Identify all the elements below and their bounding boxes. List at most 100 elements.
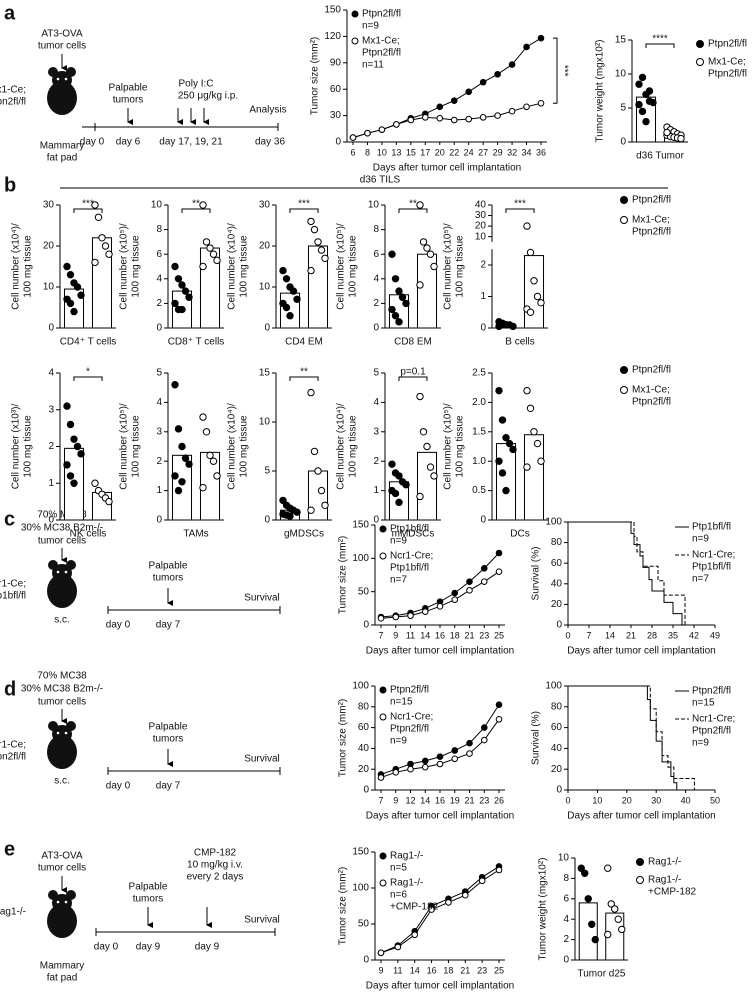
point — [388, 305, 396, 314]
x-tick-label: mMDSCs — [392, 529, 435, 540]
legend-marker — [696, 40, 704, 48]
x-tick-label: 30 — [651, 795, 661, 805]
point — [202, 428, 211, 436]
point — [526, 248, 535, 257]
y-tick-label: 150 — [352, 520, 369, 531]
legend-marker — [379, 879, 387, 887]
point — [199, 483, 207, 492]
endpoint: Survival — [244, 754, 280, 765]
legend-label: Rag1-/- — [390, 878, 423, 889]
x-tick-label: 23 — [479, 630, 489, 640]
point — [523, 386, 531, 395]
y-tick-label: 0 — [620, 137, 626, 148]
y-tick-label: 20 — [551, 599, 563, 610]
x-axis-label: Days after tumor cell implantation — [373, 163, 521, 174]
y-tick-label: 0 — [363, 620, 369, 631]
point — [91, 479, 99, 487]
point — [421, 763, 429, 771]
point — [426, 463, 435, 471]
y-tick-label: 30 — [330, 110, 342, 121]
y-tick-label: 60 — [551, 558, 563, 569]
legend-label: +CMP-182 — [390, 902, 439, 913]
point — [422, 114, 429, 121]
y-axis-label: 100 mg tissue — [455, 415, 466, 478]
point — [645, 87, 654, 95]
y-tick-label: 60 — [330, 84, 342, 95]
significance-bracket — [73, 376, 103, 381]
x-axis-label: Days after tumor cell implantation — [366, 811, 514, 822]
significance: ** — [409, 199, 417, 210]
y-tick-label: 20 — [358, 764, 370, 775]
bar — [523, 255, 545, 329]
point — [209, 457, 218, 465]
x-tick-label: 11 — [406, 630, 415, 640]
y-tick-label: 10 — [558, 853, 570, 864]
point — [364, 129, 371, 137]
legend-label: Mx1-Ce; — [632, 385, 670, 396]
x-tick-label: 12 — [405, 795, 415, 805]
y-tick-label: 0 — [480, 515, 486, 526]
x-tick-label: 18 — [450, 630, 460, 640]
bar — [307, 245, 329, 329]
legend-label: n=9 — [390, 536, 407, 547]
significance-bracket — [505, 208, 535, 213]
y-tick-label: 0 — [556, 785, 562, 796]
y-tick-label: 0 — [264, 515, 270, 526]
x-tick-label: d36 Tumor — [636, 151, 684, 162]
point — [377, 774, 385, 781]
y-tick-label: 8 — [373, 224, 379, 235]
point — [377, 949, 385, 957]
event: Palpable — [129, 882, 168, 893]
point — [495, 549, 503, 557]
cells: 70% MC38 — [37, 510, 87, 521]
point — [523, 43, 530, 51]
y-tick-label: 30 — [43, 200, 55, 211]
point — [70, 479, 78, 487]
y-tick-label: 10 — [259, 417, 271, 428]
point — [378, 126, 386, 133]
legend-label: Ptpn2fl/fl — [632, 227, 671, 238]
x-tick-label: 25 — [494, 630, 504, 640]
y-axis-label: Cell number (x10⁴)/ — [227, 223, 238, 310]
y-tick-label: 50 — [358, 586, 370, 597]
significance-bracket — [398, 376, 428, 381]
point — [537, 34, 545, 42]
significance-bracket — [398, 208, 428, 213]
y-tick-label: 20 — [475, 221, 487, 232]
point — [91, 201, 99, 209]
y-tick-label: 20 — [259, 241, 271, 252]
point — [494, 70, 501, 78]
x-tick-label: gMDSCs — [284, 529, 324, 540]
strain: Ptpn2fl/fl — [0, 97, 26, 108]
point — [419, 238, 428, 246]
x-tick-label: 19 — [450, 795, 460, 805]
point — [494, 112, 501, 119]
point — [577, 864, 585, 872]
y-tick-label: 2 — [373, 456, 379, 467]
x-tick-label: 24 — [464, 147, 474, 157]
point — [465, 88, 472, 96]
x-tick-label: 7 — [378, 795, 383, 805]
point — [533, 292, 542, 301]
point — [479, 78, 487, 86]
legend-label: Ncr1-Cre; — [692, 550, 735, 561]
point — [581, 869, 589, 877]
point — [73, 442, 82, 451]
y-axis-label: Survival (%) — [531, 547, 542, 601]
point — [411, 931, 419, 939]
x-tick-label: 18 — [443, 965, 453, 975]
y-tick-label: 150 — [352, 847, 369, 858]
mouse-icon — [47, 560, 77, 608]
legend-marker — [351, 10, 359, 18]
legend-label: n=5 — [390, 863, 407, 874]
y-axis-label: Tumor size (mm²) — [338, 699, 349, 778]
point — [451, 596, 459, 603]
point — [428, 906, 435, 913]
day: day 7 — [156, 620, 181, 631]
point — [174, 486, 183, 495]
point — [530, 428, 538, 436]
x-tick-label: 21 — [460, 965, 470, 975]
strain: Mx1-Ce; — [0, 85, 26, 96]
x-axis-label: Days after tumor cell implantation — [366, 981, 514, 992]
